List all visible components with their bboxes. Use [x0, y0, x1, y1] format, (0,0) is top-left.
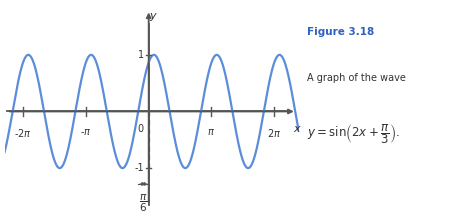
Text: 1: 1	[137, 50, 144, 60]
Text: -1: -1	[134, 163, 144, 173]
Text: $y$: $y$	[148, 11, 157, 23]
Text: $x$: $x$	[293, 124, 302, 134]
Text: -$\pi$: -$\pi$	[80, 127, 91, 137]
Text: $y = \sin\!\left(2x + \dfrac{\pi}{3}\right).$: $y = \sin\!\left(2x + \dfrac{\pi}{3}\rig…	[307, 122, 400, 146]
Text: $\dfrac{\pi}{6}$: $\dfrac{\pi}{6}$	[139, 193, 148, 214]
Text: $\pi$: $\pi$	[208, 127, 216, 137]
Text: -2$\pi$: -2$\pi$	[14, 127, 32, 139]
Text: A graph of the wave: A graph of the wave	[307, 73, 406, 83]
Text: 0: 0	[137, 124, 143, 134]
Text: Figure 3.18: Figure 3.18	[307, 27, 374, 37]
Text: 2$\pi$: 2$\pi$	[267, 127, 282, 139]
